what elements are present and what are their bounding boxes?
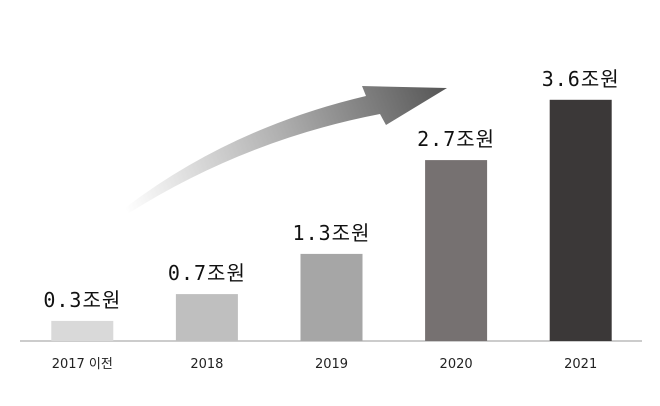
bar xyxy=(175,294,238,341)
x-tick-label: 2017 이전 xyxy=(52,357,113,372)
data-label: 3.6조원 xyxy=(542,67,620,91)
data-label: 0.7조원 xyxy=(168,261,246,285)
bar xyxy=(549,99,612,341)
bar xyxy=(51,320,114,341)
data-label: 0.3조원 xyxy=(43,288,121,312)
x-tick-label: 2018 xyxy=(190,357,223,372)
x-tick-label: 2020 xyxy=(440,357,473,372)
x-tick-label: 2021 xyxy=(564,357,597,372)
bar xyxy=(425,160,488,341)
x-tick-label: 2019 xyxy=(315,357,348,372)
data-label: 2.7조원 xyxy=(417,127,495,151)
bar xyxy=(300,253,363,341)
data-label: 1.3조원 xyxy=(293,221,371,245)
trend-arrow xyxy=(125,86,447,213)
